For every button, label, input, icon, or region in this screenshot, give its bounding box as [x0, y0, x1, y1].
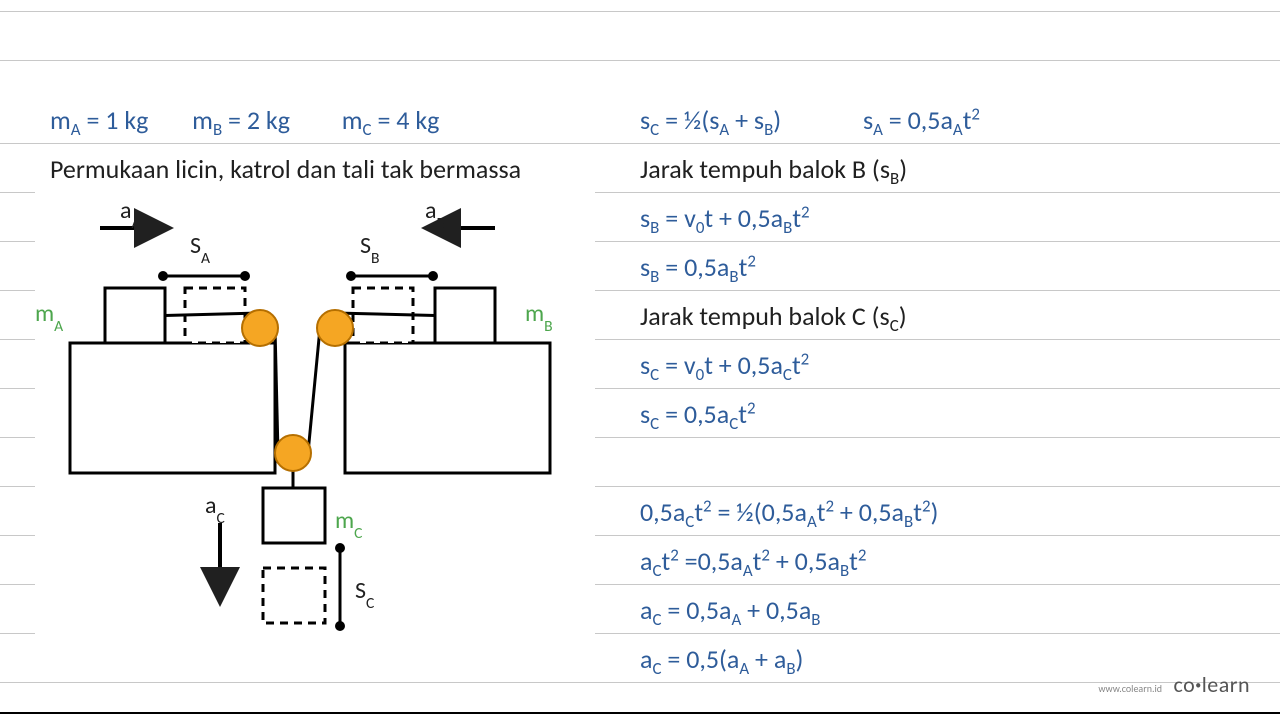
eq-sb2: sB = 0,5aBt2: [630, 251, 1250, 283]
eq-sb1: sB = v0t + 0,5aBt2: [630, 202, 1250, 234]
bottom-border: [0, 712, 1280, 714]
mC-value: mC = 4 kg: [342, 104, 440, 136]
eq-sc-half: sC = ½(sA + sB): [640, 104, 781, 136]
label-mC: mC: [335, 506, 363, 543]
row-1: mA = 1 kg mB = 2 kg mC = 4 kg sC = ½(sA …: [50, 95, 1250, 144]
label-SC: SC: [355, 576, 375, 613]
mA-value: mA = 1 kg: [50, 104, 148, 136]
brand-name-a: co: [1174, 671, 1196, 698]
brand-url: www.colearn.id: [1098, 682, 1162, 695]
eq-d3: aC = 0,5aA + 0,5aB: [630, 594, 1250, 626]
heading-sc: Jarak tempuh balok C (sC): [630, 300, 1250, 332]
heading-sb: Jarak tempuh balok B (sB): [630, 153, 1250, 185]
eq-sa: sA = 0,5aAt2: [863, 104, 980, 136]
label-SB: SB: [360, 231, 380, 268]
diagram-svg: aA aB SA SB mA mB aC mC SC: [35, 188, 595, 658]
label-SA: SA: [190, 231, 210, 268]
row-2: Permukaan licin, katrol dan tali tak ber…: [50, 144, 1250, 193]
eq-sc2: sC = 0,5aCt2: [630, 398, 1250, 430]
label-mA: mA: [35, 299, 63, 336]
eq-d1: 0,5aCt2 = ½(0,5aAt2 + 0,5aBt2): [630, 496, 1250, 528]
eq-d2: aCt2 =0,5aAt2 + 0,5aBt2: [630, 545, 1250, 577]
eq-d4: aC = 0,5(aA + aB): [630, 643, 1250, 675]
label-mB: mB: [525, 299, 553, 336]
brand-footer: www.colearn.id co•learn: [1098, 671, 1250, 698]
brand-name-b: learn: [1202, 671, 1250, 698]
label-aC: aC: [205, 491, 226, 528]
eq-sc1: sC = v0t + 0,5aCt2: [630, 349, 1250, 381]
mB-value: mB = 2 kg: [192, 104, 290, 136]
assumptions: Permukaan licin, katrol dan tali tak ber…: [50, 153, 630, 185]
diagram: aA aB SA SB mA mB aC mC SC: [35, 188, 595, 658]
